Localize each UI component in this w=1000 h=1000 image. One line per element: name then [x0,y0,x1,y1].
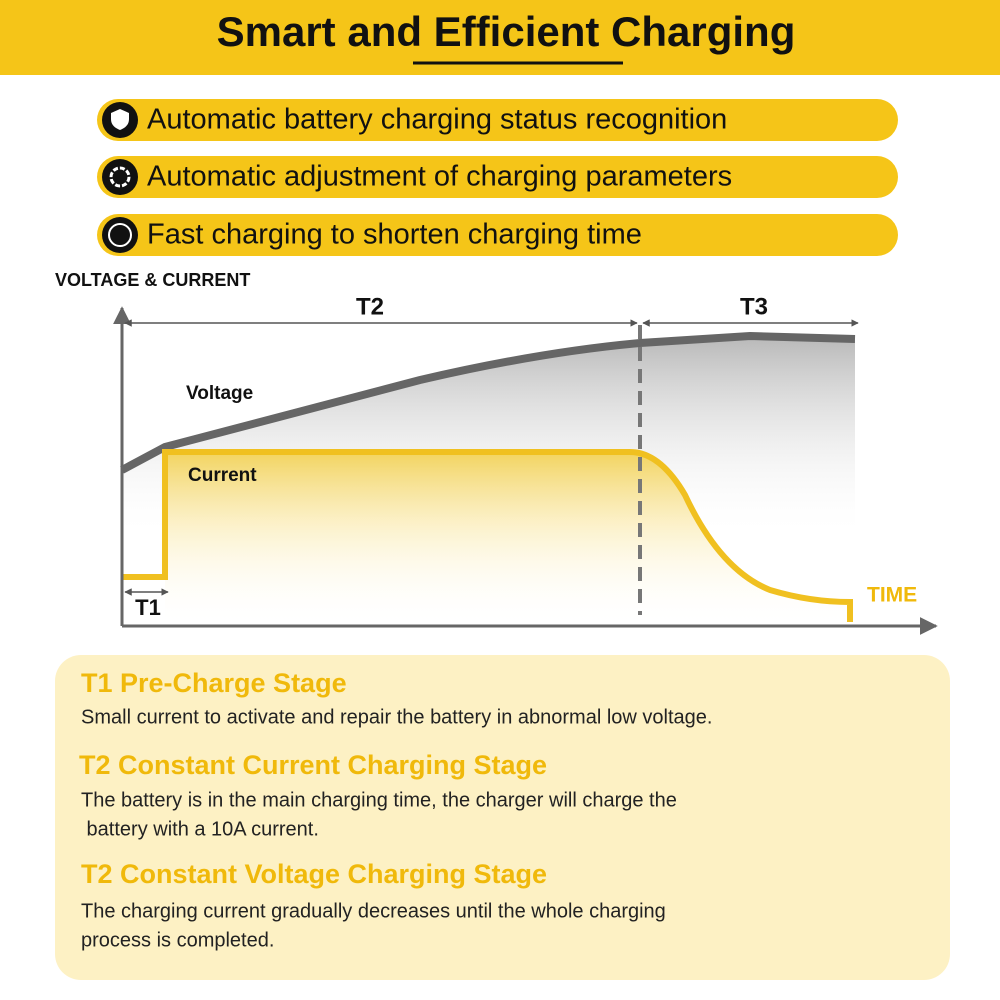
feature-text: Automatic battery charging status recogn… [147,104,727,136]
stage-text: process is completed. [81,929,274,951]
t1-label: T1 [135,595,161,620]
title: Smart and Efficient Charging [217,8,796,55]
features: Automatic battery charging status recogn… [97,99,898,256]
stage-title: T1 Pre-Charge Stage [81,668,347,698]
icon [102,159,138,195]
pill [97,156,898,198]
stage-text: Small current to activate and repair the… [81,706,712,728]
feature-text: Automatic adjustment of charging paramet… [147,161,732,193]
pill [97,99,898,141]
t3-label: T3 [740,293,768,320]
diagram: VOLTAGE & CURRENT T2 T3 T1 Voltage Curre… [55,270,938,635]
current-line [122,449,853,622]
voltage-label: Voltage [186,383,253,404]
y-axis-label: VOLTAGE & CURRENT [55,270,250,290]
icon-shield [111,109,129,130]
stage-box [55,655,950,980]
x-axis-label: TIME [867,584,917,607]
stages: T1 Pre-Charge Stage Small current to act… [79,668,712,951]
icon-plug [108,223,132,247]
current-label: Current [188,465,257,486]
icon [102,217,138,253]
stage-text: The battery is in the main charging time… [81,789,677,811]
stage-text: The charging current gradually decreases… [81,900,666,922]
stage-title: T2 Constant Current Charging Stage [79,750,547,780]
feature-text: Fast charging to shorten charging time [147,219,642,251]
t2-label: T2 [356,293,384,320]
stage-title: T2 Constant Voltage Charging Stage [81,859,547,889]
icon-gear [109,166,131,188]
voltage-line [120,331,856,474]
current-area [165,452,850,626]
pill [97,214,898,256]
stage-text: battery with a 10A current. [81,818,319,840]
